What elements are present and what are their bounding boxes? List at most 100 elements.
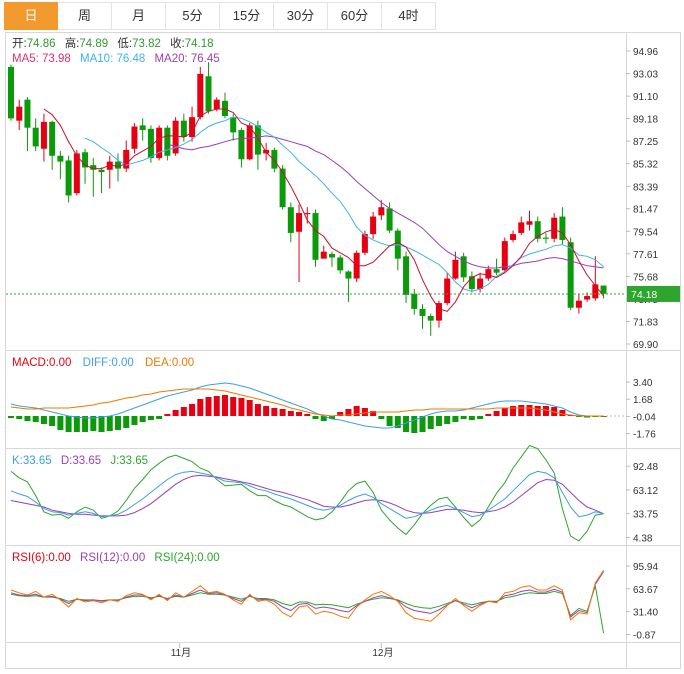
close-value: 74.18 xyxy=(185,38,214,50)
diff-value: DIFF:0.00 xyxy=(83,357,134,369)
macd-bar xyxy=(542,406,549,416)
macd-bar xyxy=(254,404,261,416)
macd-bar xyxy=(411,416,418,433)
diff-line xyxy=(10,382,604,429)
candle-body xyxy=(98,169,105,173)
macd-bar xyxy=(40,416,47,424)
macd-bar xyxy=(189,404,196,416)
d-line xyxy=(10,474,604,517)
macd-bar xyxy=(49,416,56,426)
macd-bar xyxy=(82,416,89,432)
open-value: 74.86 xyxy=(27,38,56,50)
rsi-panel: 95.94 63.67 31.40 -0.87 xyxy=(10,562,658,642)
ma-legend: MA5: 73.98 MA10: 76.48 MA20: 76.45 xyxy=(12,53,220,65)
candle-body xyxy=(460,256,467,278)
ma20-line xyxy=(167,135,604,269)
price-panel: 94.96 93.03 91.10 89.18 87.25 85.32 83.39 81.47… xyxy=(6,47,680,351)
candle-body xyxy=(468,276,475,290)
candle-body xyxy=(24,99,31,128)
period-tabs: 日周月 5分 15分 30分 60分 4时 xyxy=(4,2,436,30)
candle-body xyxy=(172,120,179,154)
candle-body xyxy=(164,127,171,156)
macd-bar xyxy=(320,416,327,421)
price-axis-tick-label: 75.68 xyxy=(633,272,658,283)
price-axis-tick-label: 94.96 xyxy=(633,47,658,58)
macd-axis-tick-label: 1.68 xyxy=(633,395,653,406)
tab-period-3[interactable]: 5分 xyxy=(166,2,220,30)
macd-bar xyxy=(114,416,121,430)
macd-legend: MACD:0.00 DIFF:0.00 DEA:0.00 xyxy=(12,357,194,369)
dea-value: DEA:0.00 xyxy=(145,357,194,369)
macd-bar xyxy=(485,414,492,416)
candle-body xyxy=(518,222,525,233)
tab-period-0[interactable]: 日 xyxy=(4,2,58,30)
candle-body xyxy=(559,216,566,240)
macd-bar xyxy=(419,416,426,432)
candle-body xyxy=(534,221,541,239)
macd-bar xyxy=(296,412,303,416)
candle-body xyxy=(197,73,204,118)
dea-line xyxy=(10,388,604,417)
candle-body xyxy=(386,208,393,231)
candle-body xyxy=(287,207,294,233)
macd-bar xyxy=(213,396,220,416)
tab-period-2[interactable]: 月 xyxy=(112,2,166,30)
macd-bar xyxy=(435,416,442,426)
macd-bar xyxy=(493,411,500,416)
tab-period-5[interactable]: 30分 xyxy=(274,2,328,30)
tab-period-7[interactable]: 4时 xyxy=(382,2,436,30)
candle-body xyxy=(82,152,89,168)
candle-body xyxy=(271,149,278,169)
candle-body xyxy=(32,127,39,147)
macd-bar xyxy=(164,414,171,416)
price-axis-tick-label: 69.90 xyxy=(633,340,658,351)
macd-bar xyxy=(57,416,64,430)
macd-bar xyxy=(98,416,105,432)
macd-bar xyxy=(460,416,467,419)
kdj-axis-tick-label: 63.12 xyxy=(633,486,658,497)
high-label: 高: xyxy=(65,36,80,50)
ma5-line xyxy=(43,108,604,312)
candle-body xyxy=(370,216,377,235)
candle-body xyxy=(106,161,113,170)
candle-body xyxy=(320,251,327,259)
candle-body xyxy=(312,213,319,260)
price-axis-tick-label: 83.39 xyxy=(633,182,658,193)
candle-body xyxy=(147,128,154,159)
macd-bar xyxy=(584,416,591,418)
current-price-label: 74.18 xyxy=(631,289,657,301)
candle-body xyxy=(403,256,410,295)
candle-body xyxy=(304,213,311,215)
rsi-axis-tick-label: 95.94 xyxy=(633,562,658,573)
macd-bar xyxy=(328,416,335,419)
candle-body xyxy=(592,284,599,299)
candle-body xyxy=(57,155,64,162)
candle-body xyxy=(90,165,97,170)
candle-body xyxy=(65,160,72,196)
ma10-legend: MA10: 76.48 xyxy=(80,53,145,65)
candle-body xyxy=(16,106,23,121)
macd-bar xyxy=(238,398,245,416)
kdj-legend: K:33.65 D:33.65 J:33.65 xyxy=(12,455,148,467)
macd-bar xyxy=(452,416,459,422)
candle-body xyxy=(254,125,261,155)
macd-bar xyxy=(73,416,80,432)
macd-bar xyxy=(378,416,385,419)
tab-period-4[interactable]: 15分 xyxy=(220,2,274,30)
macd-bar xyxy=(65,416,72,432)
x-tick-label: 12月 xyxy=(372,647,393,659)
j-value: J:33.65 xyxy=(110,455,148,467)
macd-panel: 3.40 1.68 -0.04 -1.76 xyxy=(8,378,656,441)
macd-bar xyxy=(156,416,163,419)
tab-period-6[interactable]: 60分 xyxy=(328,2,382,30)
macd-axis-tick-label: -0.04 xyxy=(633,412,656,423)
tab-period-1[interactable]: 周 xyxy=(58,2,112,30)
close-label: 收: xyxy=(170,36,185,50)
macd-bar xyxy=(24,416,31,421)
rsi-legend: RSI(6):0.00 RSI(12):0.00 RSI(24):0.00 xyxy=(12,552,220,564)
rsi-axis-tick-label: 63.67 xyxy=(633,585,658,596)
candle-body xyxy=(156,127,163,159)
kdj-axis-tick-label: 4.38 xyxy=(633,533,653,544)
